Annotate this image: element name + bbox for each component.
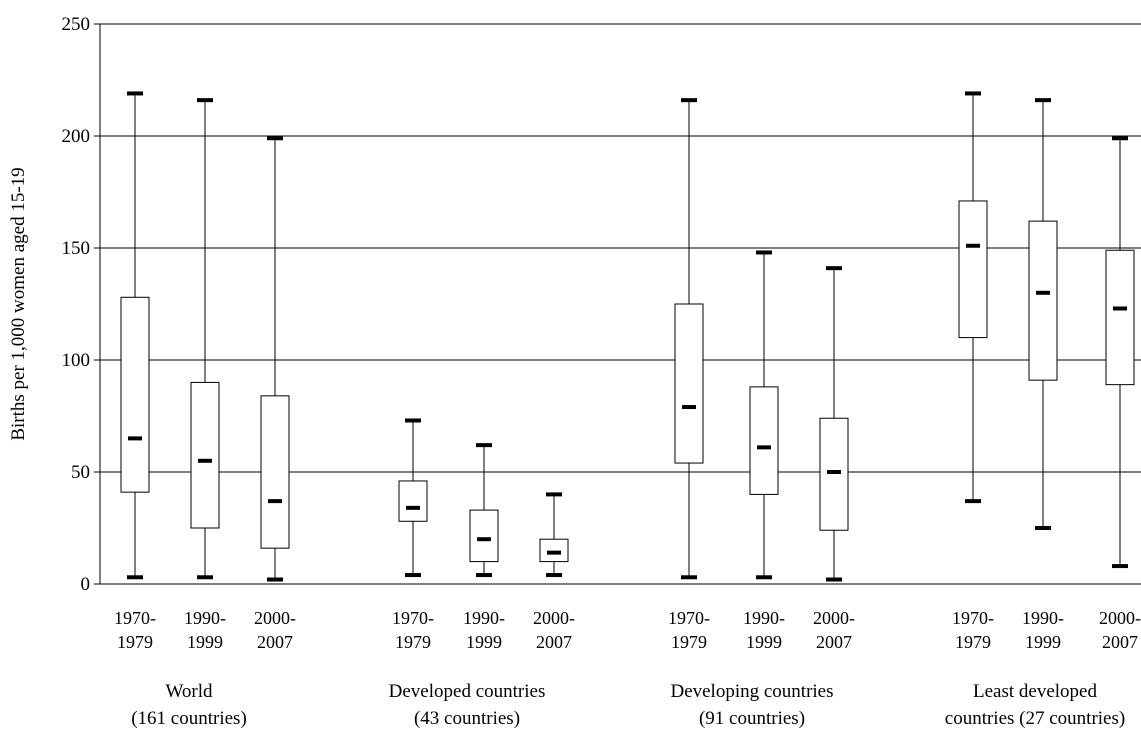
period-label: 2007 (1102, 632, 1138, 652)
period-label: 2000- (254, 608, 296, 628)
box-3-0 (958, 91, 988, 504)
period-label: 2000- (533, 608, 575, 628)
iqr-box (958, 200, 988, 339)
iqr-box (120, 296, 150, 493)
gridlines (100, 23, 1141, 473)
box-0-0 (120, 91, 150, 580)
iqr-box (1028, 220, 1058, 381)
y-tick-label: 100 (62, 350, 91, 371)
period-label: 1979 (117, 632, 153, 652)
group-label: World (165, 681, 213, 702)
y-tick-label: 200 (62, 126, 91, 147)
period-label: 2007 (257, 632, 293, 652)
period-label: 1990- (463, 608, 505, 628)
iqr-box (190, 381, 220, 529)
period-label: 1990- (184, 608, 226, 628)
period-label: 1999 (466, 632, 502, 652)
box-3-1 (1028, 98, 1058, 530)
box-2-1 (749, 250, 779, 580)
box-1-1 (469, 443, 499, 578)
period-label: 1990- (1022, 608, 1064, 628)
period-label: 2007 (816, 632, 852, 652)
iqr-box (819, 417, 849, 531)
box-1-0 (398, 418, 428, 578)
period-label: 2000- (1099, 608, 1141, 628)
period-label: 1999 (1025, 632, 1061, 652)
group-label: Developing countries (670, 681, 833, 702)
period-label: 1979 (671, 632, 707, 652)
box-0-2 (260, 136, 290, 582)
iqr-box (398, 480, 428, 522)
box-1-2 (539, 492, 569, 578)
iqr-box (1105, 249, 1135, 386)
period-label: 1979 (395, 632, 431, 652)
period-label: 2007 (536, 632, 572, 652)
y-tick-label: 0 (81, 574, 91, 595)
group-label: (43 countries) (414, 708, 520, 729)
box-series (120, 91, 1135, 582)
period-label: 1999 (746, 632, 782, 652)
period-label: 1979 (955, 632, 991, 652)
box-0-1 (190, 98, 220, 580)
iqr-box (469, 509, 499, 563)
period-label: 1970- (392, 608, 434, 628)
group-label: (91 countries) (699, 708, 805, 729)
y-axis: 0 50 100 150 200 250 (62, 14, 1141, 595)
y-tick-label: 150 (62, 238, 91, 259)
period-label: 1970- (952, 608, 994, 628)
y-tick-label: 50 (71, 462, 90, 483)
iqr-box (260, 395, 290, 549)
group-label: Least developed (973, 681, 1097, 702)
y-axis-label: Births per 1,000 women aged 15-19 (8, 167, 29, 440)
group-label: Developed countries (389, 681, 546, 702)
iqr-box (749, 386, 779, 495)
box-2-2 (819, 266, 849, 582)
iqr-box (539, 538, 569, 563)
iqr-box (674, 303, 704, 464)
box-2-0 (674, 98, 704, 580)
period-label: 1999 (187, 632, 223, 652)
period-label: 1970- (668, 608, 710, 628)
period-label: 2000- (813, 608, 855, 628)
x-axis-labels: 1970- 1979 1990- 1999 2000- 2007 World (161 cou… (114, 608, 1141, 729)
period-label: 1990- (743, 608, 785, 628)
box-3-2 (1105, 136, 1135, 569)
group-label: countries (27 countries) (945, 708, 1125, 729)
period-label: 1970- (114, 608, 156, 628)
y-tick-label: 250 (62, 14, 91, 35)
group-label: (161 countries) (131, 708, 247, 729)
